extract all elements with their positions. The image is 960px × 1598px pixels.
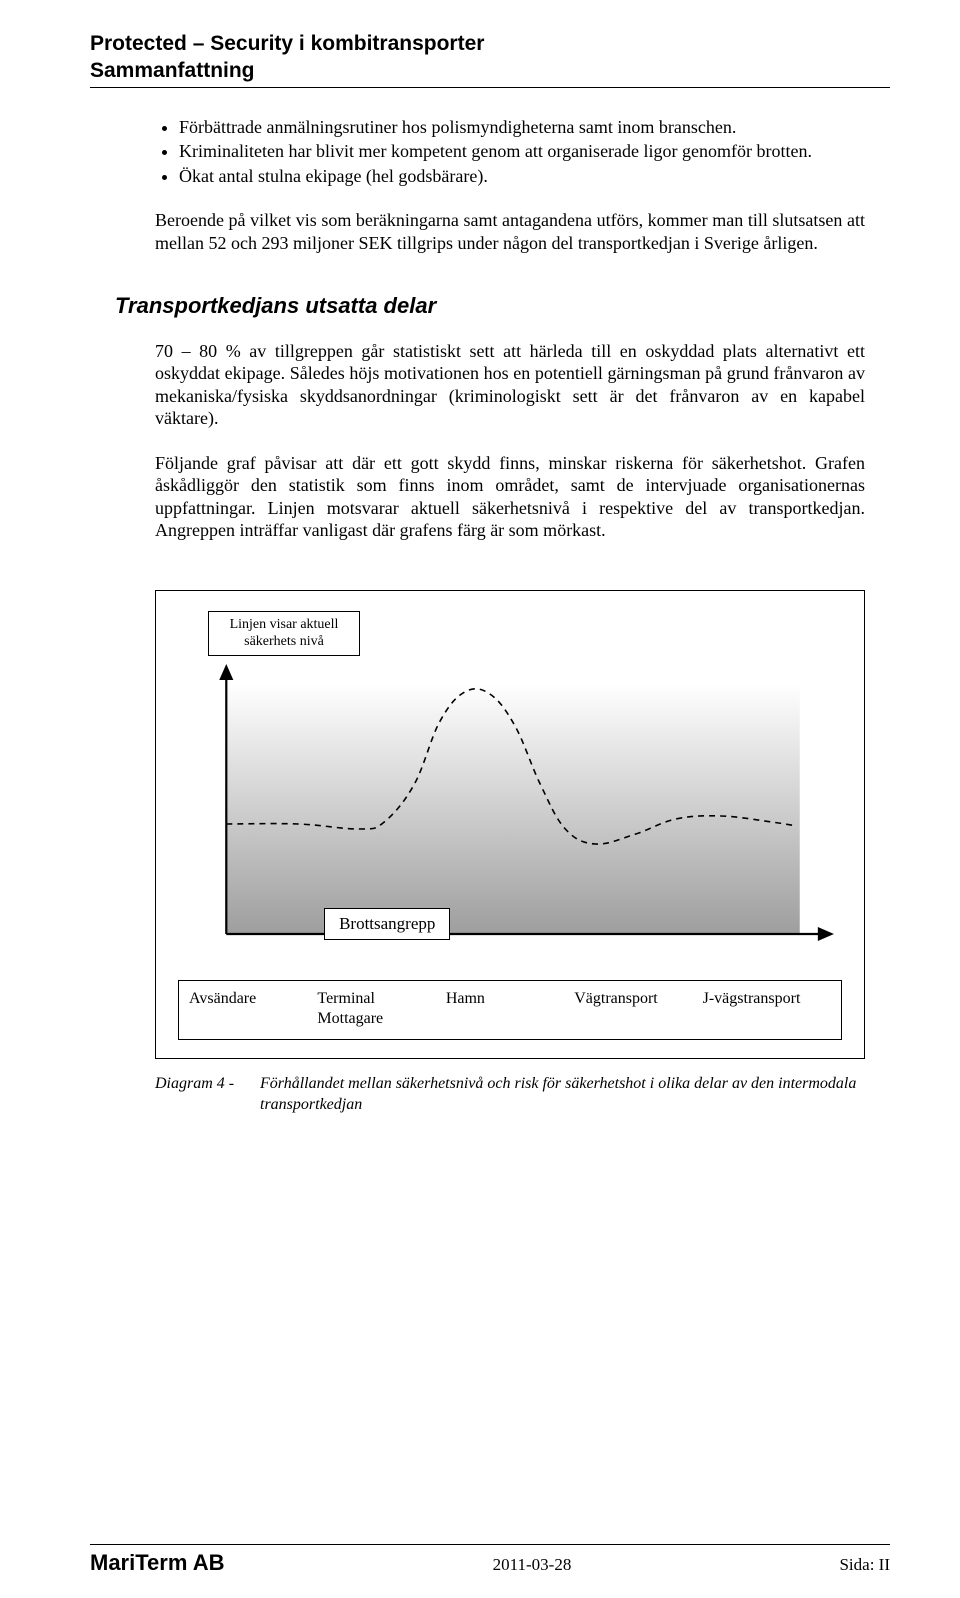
xaxis-label: Vägtransport [574, 989, 702, 1009]
chart-plot-area: Brottsangrepp [178, 664, 842, 964]
footer-brand: MariTerm AB [90, 1549, 224, 1577]
xaxis-label: Hamn [446, 989, 574, 1009]
chart-xaxis-labels: Avsändare Terminal Hamn Vägtransport J-v… [178, 980, 842, 1040]
header-title-line1: Protected – Security i kombitransporter [90, 30, 890, 57]
bullet-list: Förbättrade anmälningsrutiner hos polism… [155, 116, 865, 188]
chart-legend: Linjen visar aktuell säkerhets nivå [208, 611, 360, 656]
bullet-item: Förbättrade anmälningsrutiner hos polism… [179, 116, 865, 139]
bullet-item: Kriminaliteten har blivit mer kompetent … [179, 140, 865, 163]
chart-container: Linjen visar aktuell säkerhets nivå [155, 590, 865, 1059]
body-content: Förbättrade anmälningsrutiner hos polism… [90, 116, 890, 1116]
xaxis-label-secondary: Mottagare [317, 1009, 445, 1029]
paragraph: Följande graf påvisar att där ett gott s… [155, 452, 865, 542]
xaxis-label: J-vägstransport [703, 989, 831, 1009]
caption-label: Diagram 4 - [155, 1073, 260, 1116]
chart-svg [178, 664, 842, 964]
document-page: Protected – Security i kombitransporter … [0, 0, 960, 1598]
bullet-item: Ökat antal stulna ekipage (hel godsbärar… [179, 165, 865, 188]
page-footer: MariTerm AB 2011-03-28 Sida: II [90, 1544, 890, 1577]
paragraph: Beroende på vilket vis som beräkningarna… [155, 209, 865, 254]
section-heading: Transportkedjans utsatta delar [115, 292, 865, 320]
caption-text: Förhållandet mellan säkerhetsnivå och ri… [260, 1073, 865, 1116]
figure-caption: Diagram 4 - Förhållandet mellan säkerhet… [155, 1073, 865, 1116]
xaxis-label: Terminal [317, 989, 445, 1009]
footer-date: 2011-03-28 [493, 1554, 572, 1575]
paragraph: 70 – 80 % av tillgreppen går statistiskt… [155, 340, 865, 430]
footer-page: Sida: II [839, 1554, 890, 1575]
xaxis-label: Avsändare [189, 989, 317, 1009]
xaxis-row: Avsändare Terminal Hamn Vägtransport J-v… [189, 989, 831, 1009]
xaxis-row-2: Mottagare [189, 1009, 831, 1029]
page-header: Protected – Security i kombitransporter … [90, 30, 890, 88]
chart-inner-label: Brottsangrepp [324, 908, 450, 939]
header-title-line2: Sammanfattning [90, 57, 890, 84]
